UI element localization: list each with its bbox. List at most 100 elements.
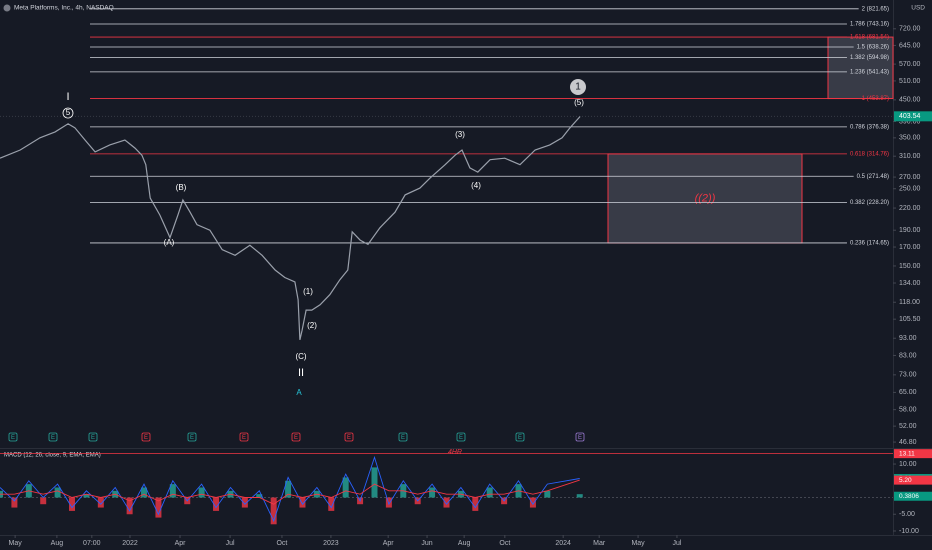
x-tick-label: May (9, 540, 23, 547)
event-icon (141, 432, 151, 442)
y-tick-label: 10.00 (899, 461, 917, 468)
value-marker (894, 491, 932, 501)
signal-line (0, 479, 580, 505)
histogram-bar (529, 497, 536, 508)
event-label: E (91, 435, 95, 441)
fib-label: 1 (453.87) (862, 96, 889, 102)
x-tick-label: Apr (383, 540, 395, 547)
histogram-bar (40, 497, 47, 505)
event-label: E (144, 435, 148, 441)
wave-label: (4) (471, 181, 481, 190)
y-tick-label: 310.00 (899, 153, 921, 160)
fib-label: 0.382 (228.20) (850, 200, 889, 206)
histogram-bar (213, 497, 220, 511)
last-price-label: 403.54 (899, 113, 921, 120)
value-marker-label: 0.3806 (899, 493, 919, 500)
fib-label: 1.382 (594.98) (850, 55, 889, 61)
event-label: E (401, 435, 405, 441)
event-label: E (578, 435, 582, 441)
event-icon (239, 432, 249, 442)
wave-label: (C) (295, 352, 306, 361)
histogram-bar (169, 484, 176, 498)
histogram-bar (141, 487, 148, 498)
histogram-bar (126, 497, 133, 515)
fib-label: 1.236 (541.43) (850, 69, 889, 75)
y-tick-label: 270.00 (899, 174, 921, 181)
value-marker-label: 5.20 (899, 477, 912, 484)
histogram-bar (371, 467, 378, 498)
histogram-bar (486, 487, 493, 498)
event-icon (8, 432, 18, 442)
wave-label: (2) (307, 321, 317, 330)
value-marker-label: 13.11 (899, 450, 915, 457)
event-label: E (294, 435, 298, 441)
currency: USD (911, 5, 925, 12)
x-tick-label: Oct (499, 540, 510, 547)
event-icon (575, 432, 585, 442)
event-icon (187, 432, 197, 442)
y-tick-label: 250.00 (899, 186, 921, 193)
y-tick-label: 150.00 (899, 263, 921, 270)
symbol-logo (3, 4, 11, 12)
fib-label: 0.618 (314.76) (850, 151, 889, 157)
fib-label: 0.786 (376.38) (850, 124, 889, 130)
y-tick-label: 118.00 (899, 299, 920, 306)
y-tick-label: -5.00 (899, 511, 915, 518)
wave-label: A (296, 388, 302, 397)
histogram-bar (97, 497, 104, 508)
y-tick-label: 170.00 (899, 244, 921, 251)
histogram-bar (270, 497, 277, 525)
y-tick-label: 58.00 (899, 406, 917, 413)
indicator-title: MACD (12, 26, close, 9, EMA, EMA) (4, 453, 101, 459)
x-tick-label: Jun (421, 540, 432, 547)
wave-label: (A) (164, 238, 175, 247)
histogram-bar (155, 497, 162, 518)
histogram-bar (299, 497, 306, 508)
event-icon (515, 432, 525, 442)
x-tick-label: Jul (226, 540, 235, 547)
y-tick-label: 350.00 (899, 135, 921, 142)
event-icon (456, 432, 466, 442)
x-tick-label: Oct (276, 540, 287, 547)
y-tick-label: 570.00 (899, 61, 921, 68)
y-tick-label: 720.00 (899, 26, 921, 33)
x-tick-label: 2022 (122, 540, 138, 547)
wave-label: (5) (574, 98, 584, 107)
fib-label: 2 (821.65) (862, 6, 889, 12)
wave-label: (1) (303, 287, 313, 296)
histogram-bar (54, 487, 61, 498)
wave-circle (62, 107, 74, 119)
x-tick-label: 2023 (323, 540, 339, 547)
histogram-bar (443, 497, 450, 508)
event-label: E (518, 435, 522, 441)
x-tick-label: 2024 (555, 540, 571, 547)
y-tick-label: 83.00 (899, 352, 917, 359)
x-tick-label: Jul (672, 540, 681, 547)
fib-label: 1.786 (743.16) (850, 22, 889, 28)
histogram-bar (11, 497, 18, 508)
box-label: ((2)) (695, 192, 716, 204)
x-tick-label: Aug (51, 540, 64, 547)
x-tick-label: May (631, 540, 645, 547)
last-price-box (894, 111, 932, 122)
histogram-bar (241, 497, 248, 508)
y-tick-label: 46.80 (899, 439, 917, 446)
histogram-bar (576, 494, 583, 498)
histogram-bar (69, 497, 76, 511)
value-marker (894, 475, 932, 485)
wave-label: I (66, 91, 69, 103)
y-tick-label: 510.00 (899, 78, 921, 85)
event-icon (88, 432, 98, 442)
wave-label: (3) (455, 130, 465, 139)
histogram-bar (83, 494, 90, 498)
histogram-bar (256, 494, 263, 498)
wave-label: 1 (575, 82, 581, 93)
symbol-title: Meta Platforms, Inc., 4h, NASDAQ (14, 5, 114, 12)
event-label: E (459, 435, 463, 441)
y-tick-label: 450.00 (899, 97, 921, 104)
y-tick-label: 390.00 (899, 118, 921, 125)
y-tick-label: 220.00 (899, 205, 921, 212)
y-tick-label: 190.00 (899, 227, 921, 234)
wave-circle (570, 79, 586, 95)
